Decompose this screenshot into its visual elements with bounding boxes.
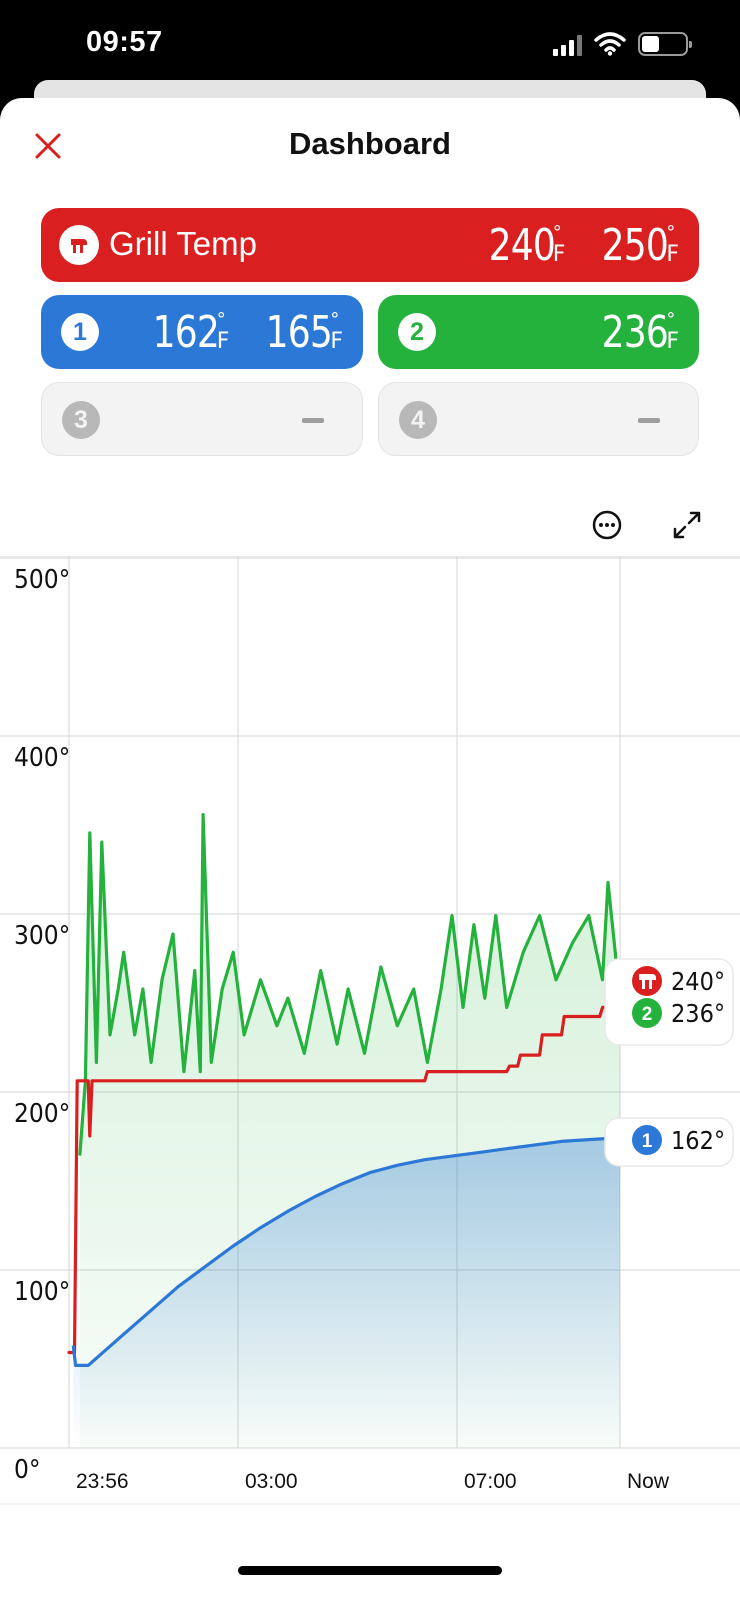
- probe-1-current-temp: 162 ° F: [152, 307, 230, 358]
- grill-temp-card[interactable]: Grill Temp 240 ° F 250 ° F: [41, 208, 699, 282]
- probe-4-badge: 4: [399, 401, 437, 439]
- close-icon: [35, 133, 61, 159]
- x-tick-label: 07:00: [464, 1470, 517, 1493]
- probe-2-end-label: 236°: [671, 999, 725, 1028]
- probe-1-badge: 1: [61, 313, 99, 351]
- probe-4-card[interactable]: 4: [378, 382, 699, 456]
- probe-3-empty-value: [302, 418, 324, 423]
- probe-3-card[interactable]: 3: [41, 382, 363, 456]
- status-icons: [553, 32, 692, 56]
- x-tick-label: 03:00: [245, 1470, 298, 1493]
- close-button[interactable]: [28, 126, 68, 166]
- probe-1-series-area: [73, 1137, 620, 1448]
- home-indicator: [238, 1566, 502, 1575]
- battery-icon: [638, 32, 692, 56]
- grill-legend-badge: [632, 966, 662, 996]
- y-tick-label: 100°: [14, 1277, 70, 1307]
- probe-4-empty-value: [638, 418, 660, 423]
- y-tick-label: 200°: [14, 1099, 70, 1129]
- probe-2-legend-badge: [632, 998, 662, 1028]
- grill-target-temp: 250 ° F: [601, 220, 679, 271]
- y-tick-label: 300°: [14, 921, 70, 951]
- signal-icon: [553, 34, 582, 56]
- grill-series-line: [67, 1005, 622, 1355]
- probe-1-target-temp: 165 ° F: [265, 307, 343, 358]
- y-tick-label: 0°: [14, 1455, 41, 1485]
- grill-end-label: 240°: [671, 967, 725, 996]
- y-tick-label: 400°: [14, 743, 70, 773]
- probe-1-end-labels[interactable]: 1 162°: [604, 1117, 734, 1167]
- status-bar: 09:57: [0, 0, 740, 90]
- status-time: 09:57: [86, 26, 163, 58]
- grill-temp-label: Grill Temp: [109, 225, 257, 262]
- probe-2-current-temp: 236 ° F: [601, 307, 679, 358]
- x-tick-label: Now: [627, 1470, 670, 1493]
- probe-2-legend-badge-number: 2: [642, 1004, 653, 1025]
- y-tick-label: 500°: [14, 565, 70, 595]
- page-title: Dashboard: [289, 126, 451, 161]
- grill-current-temp: 240 ° F: [488, 220, 566, 271]
- expand-icon: [673, 511, 701, 539]
- grill-icon: [639, 974, 656, 989]
- probe-3-badge: 3: [62, 401, 100, 439]
- probe-2-card[interactable]: 2 236 ° F: [378, 295, 699, 369]
- expand-chart-button[interactable]: [670, 508, 704, 542]
- dashboard-sheet: Dashboard Grill Temp 240 ° F 250 ° F 1 162…: [0, 98, 740, 1600]
- probe-1-legend-badge-number: 1: [642, 1131, 653, 1152]
- probe-2-badge: 2: [398, 313, 436, 351]
- more-options-button[interactable]: [590, 508, 624, 542]
- wifi-icon: [594, 32, 626, 56]
- temperature-chart[interactable]: 0° 100° 200° 300° 400° 500° 23:56 03:00 07:00 Now…: [0, 556, 740, 1526]
- probe-2-series-line: [78, 813, 622, 1156]
- probe-1-legend-badge: [632, 1125, 662, 1155]
- grill-probe2-end-labels[interactable]: 240° 2 236°: [604, 958, 734, 1046]
- grill-icon: [59, 225, 99, 265]
- more-options-icon: [592, 510, 622, 540]
- probe-1-end-label: 162°: [671, 1126, 725, 1155]
- probe-1-series-line: [71, 1136, 622, 1367]
- x-tick-label: 23:56: [76, 1470, 129, 1493]
- probe-1-card[interactable]: 1 162 ° F 165 ° F: [41, 295, 363, 369]
